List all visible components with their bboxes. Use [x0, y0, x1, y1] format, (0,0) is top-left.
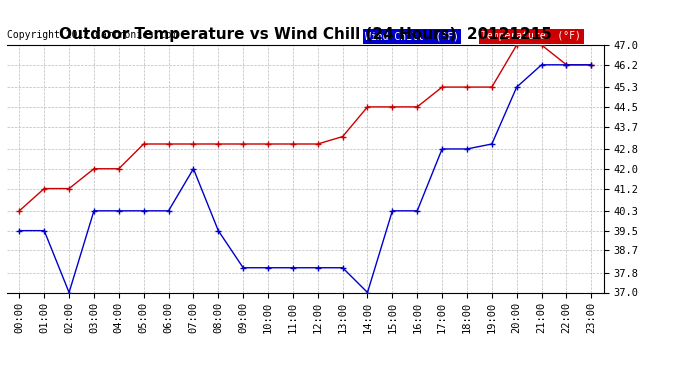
Text: Wind Chill  (°F): Wind Chill (°F) — [365, 31, 459, 41]
Text: Copyright 2012 Cartronics.com: Copyright 2012 Cartronics.com — [7, 30, 177, 40]
Text: Temperature  (°F): Temperature (°F) — [482, 31, 581, 41]
Title: Outdoor Temperature vs Wind Chill (24 Hours)  20121215: Outdoor Temperature vs Wind Chill (24 Ho… — [59, 27, 552, 42]
